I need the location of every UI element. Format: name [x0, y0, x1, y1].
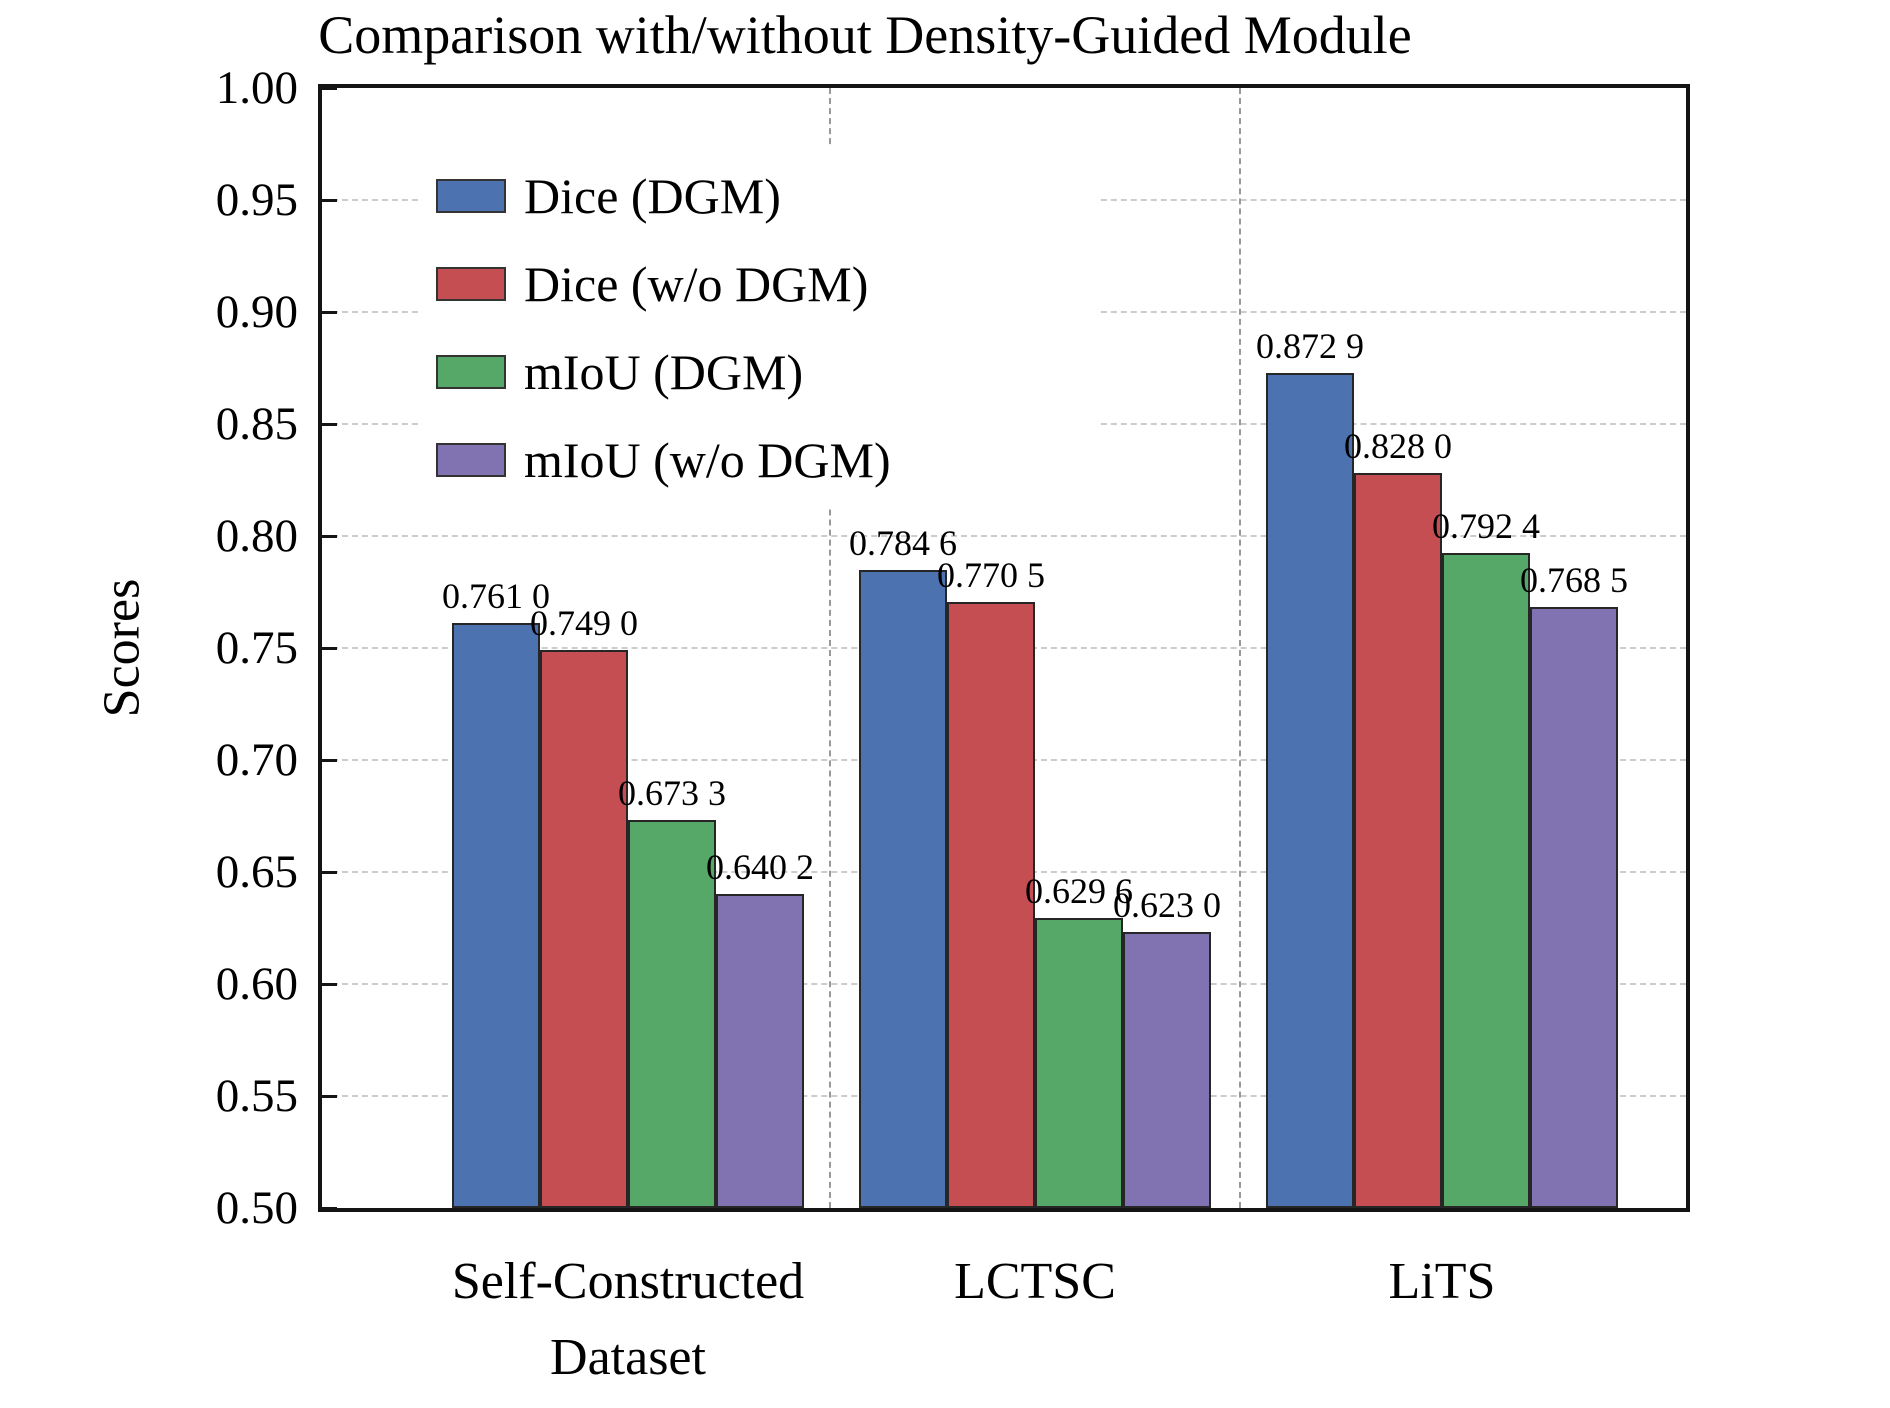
legend-item: Dice (DGM) [436, 152, 1100, 240]
bar-dice--dgm--1 [859, 570, 947, 1208]
legend-item: Dice (w/o DGM) [436, 240, 1100, 328]
bar-dice--w-o-dgm--2 [1354, 473, 1442, 1208]
bar-miou--w-o-dgm--0 [716, 893, 804, 1208]
y-axis-tick [322, 1206, 337, 1210]
legend-label: Dice (DGM) [524, 168, 781, 224]
legend-item: mIoU (w/o DGM) [436, 416, 1100, 504]
bar-value-label: 0.761 0 [442, 576, 550, 617]
legend-label: Dice (w/o DGM) [524, 256, 869, 312]
x-tick-label: Self-Constructed Dataset [451, 1253, 805, 1386]
y-tick-label: 0.80 [215, 510, 298, 562]
bar-value-label: 0.629 6 [1025, 870, 1133, 911]
y-axis-tick [322, 310, 337, 314]
bar-dice--dgm--2 [1266, 372, 1354, 1208]
y-tick-label: 1.00 [215, 62, 298, 114]
legend-swatch [436, 179, 506, 213]
y-axis-tick [322, 422, 337, 426]
bar-dice--w-o-dgm--1 [947, 602, 1035, 1208]
chart-title: Comparison with/without Density-Guided M… [318, 5, 1412, 65]
bar-miou--dgm--0 [628, 819, 716, 1208]
legend-label: mIoU (DGM) [524, 344, 804, 400]
bar-value-label: 0.792 4 [1432, 506, 1540, 547]
y-tick-label: 0.95 [215, 174, 298, 226]
x-tick-label: LiTS [1388, 1253, 1496, 1310]
y-axis-tick [322, 870, 337, 874]
x-tick-label: LCTSC [954, 1253, 1116, 1310]
plot-area: 0.761 0 0.784 6 0.872 9 0.749 0 0.770 5 0.828… [318, 84, 1690, 1212]
y-tick-label: 0.70 [215, 734, 298, 786]
bar-miou--dgm--2 [1442, 553, 1530, 1208]
v-gridline [1239, 88, 1241, 1208]
bar-value-label: 0.828 0 [1344, 426, 1452, 467]
bar-miou--w-o-dgm--1 [1123, 932, 1211, 1208]
v-gridline [829, 88, 831, 1208]
y-axis-tick [322, 534, 337, 538]
bar-dice--dgm--0 [452, 623, 540, 1208]
y-axis-tick [322, 758, 337, 762]
legend-swatch [436, 267, 506, 301]
y-tick-label: 0.50 [215, 1182, 298, 1234]
bar-value-label: 0.770 5 [937, 555, 1045, 596]
bar-value-label: 0.623 0 [1113, 885, 1221, 926]
bar-value-label: 0.784 6 [849, 523, 957, 564]
bar-miou--dgm--1 [1035, 917, 1123, 1208]
bar-value-label: 0.768 5 [1520, 559, 1628, 600]
y-axis-tick [322, 1094, 337, 1098]
bar-value-label: 0.749 0 [530, 603, 638, 644]
y-axis-tick [322, 982, 337, 986]
legend-swatch [436, 355, 506, 389]
legend-swatch [436, 443, 506, 477]
legend-item: mIoU (DGM) [436, 328, 1100, 416]
y-tick-label: 0.55 [215, 1070, 298, 1122]
bar-miou--w-o-dgm--2 [1530, 606, 1618, 1208]
bar-value-label: 0.640 2 [706, 846, 814, 887]
legend-label: mIoU (w/o DGM) [524, 432, 891, 488]
legend: Dice (DGM) Dice (w/o DGM) mIoU (DGM) mIoU (… [422, 148, 1100, 508]
h-gridline [322, 535, 1686, 537]
y-tick-label: 0.60 [215, 958, 298, 1010]
y-tick-label: 0.90 [215, 286, 298, 338]
y-axis-tick [322, 86, 337, 90]
bar-value-label: 0.673 3 [618, 772, 726, 813]
y-axis-tick [322, 198, 337, 202]
y-tick-label: 0.75 [215, 622, 298, 674]
bar-dice--w-o-dgm--0 [540, 650, 628, 1208]
y-axis-tick [322, 646, 337, 650]
y-tick-label: 0.85 [215, 398, 298, 450]
y-tick-label: 0.65 [215, 846, 298, 898]
bar-value-label: 0.872 9 [1256, 325, 1364, 366]
